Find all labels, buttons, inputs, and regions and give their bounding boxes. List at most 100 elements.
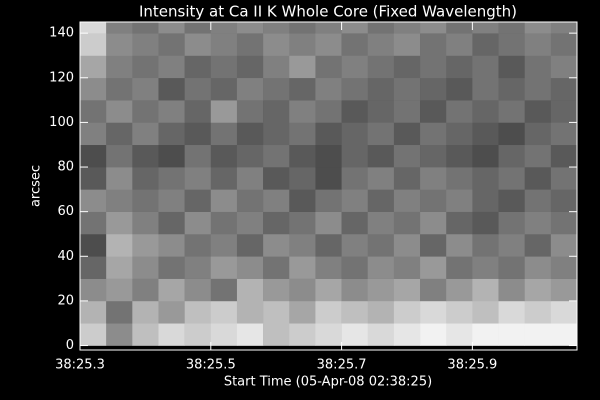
heatmap-cell xyxy=(367,55,395,79)
heatmap-cell xyxy=(393,122,421,146)
heatmap-cell xyxy=(550,167,578,190)
heatmap-cell xyxy=(393,256,421,279)
heatmap-cell xyxy=(132,33,159,56)
heatmap-cell xyxy=(132,189,159,212)
heatmap-cell xyxy=(263,77,290,101)
heatmap-cell xyxy=(184,33,212,56)
heatmap-cell xyxy=(80,122,107,146)
heatmap-cell xyxy=(367,211,395,235)
heatmap-cell xyxy=(550,22,578,34)
heatmap-cell xyxy=(210,256,238,279)
heatmap-cell xyxy=(184,144,212,168)
heatmap-cell xyxy=(420,300,447,324)
heatmap-cell xyxy=(367,278,395,302)
heatmap-cell xyxy=(184,256,212,279)
heatmap-cell xyxy=(289,167,316,190)
heatmap-cell xyxy=(367,167,395,190)
heatmap-cell xyxy=(367,100,395,123)
heatmap-cell xyxy=(367,233,395,257)
heatmap-cell xyxy=(158,189,185,212)
heatmap-cell xyxy=(236,300,264,324)
heatmap-cell xyxy=(236,33,264,56)
heatmap-cell xyxy=(498,22,525,34)
heatmap-cell xyxy=(446,77,473,101)
heatmap-cell xyxy=(106,33,133,56)
heatmap-cell xyxy=(393,189,421,212)
x-tick-label: 38:25.3 xyxy=(55,358,105,373)
heatmap-cell xyxy=(472,211,499,235)
heatmap-cell xyxy=(289,144,316,168)
heatmap-cell xyxy=(550,233,578,257)
heatmap-cell xyxy=(524,323,552,346)
heatmap-cell xyxy=(80,144,107,168)
heatmap-cell xyxy=(393,100,421,123)
heatmap-cell xyxy=(420,77,447,101)
heatmap-cell xyxy=(420,167,447,190)
heatmap-cell xyxy=(184,55,212,79)
heatmap-cell xyxy=(524,278,552,302)
heatmap-cell xyxy=(524,167,552,190)
heatmap-cell xyxy=(446,300,473,324)
heatmap-cell xyxy=(550,256,578,279)
heatmap-cell xyxy=(263,144,290,168)
heatmap-cell xyxy=(80,22,107,34)
heatmap-cell xyxy=(550,100,578,123)
heatmap-cell xyxy=(236,122,264,146)
heatmap-cell xyxy=(472,323,499,346)
y-tick-label: 60 xyxy=(57,204,74,219)
heatmap-cell xyxy=(341,300,369,324)
y-tick-label: 20 xyxy=(57,293,74,308)
heatmap-cell xyxy=(236,189,264,212)
heatmap-cell xyxy=(184,122,212,146)
heatmap-cell xyxy=(524,300,552,324)
heatmap-cell xyxy=(289,211,316,235)
heatmap-cell xyxy=(263,300,290,324)
heatmap-cell xyxy=(315,233,342,257)
heatmap-cell xyxy=(420,55,447,79)
heatmap-cell xyxy=(393,55,421,79)
heatmap-cell xyxy=(210,144,238,168)
heatmap-cell xyxy=(524,256,552,279)
heatmap-cell xyxy=(420,22,447,34)
heatmap-cell xyxy=(367,256,395,279)
heatmap-cell xyxy=(498,33,525,56)
heatmap-cell xyxy=(132,323,159,346)
heatmap-cell xyxy=(80,278,107,302)
heatmap-cell xyxy=(106,55,133,79)
heatmap-cell xyxy=(132,278,159,302)
heatmap-cell xyxy=(263,233,290,257)
heatmap-cell xyxy=(420,144,447,168)
heatmap-cell xyxy=(393,233,421,257)
heatmap-cell xyxy=(446,33,473,56)
heatmap-cell xyxy=(315,33,342,56)
heatmap-cell xyxy=(106,77,133,101)
heatmap-cell xyxy=(315,22,342,34)
heatmap-cell xyxy=(341,33,369,56)
heatmap-cell xyxy=(80,323,107,346)
x-tick-label: 38:25.9 xyxy=(447,358,497,373)
heatmap-cell xyxy=(341,22,369,34)
heatmap-cell xyxy=(472,256,499,279)
heatmap-cell xyxy=(106,233,133,257)
heatmap-cell xyxy=(446,211,473,235)
heatmap-cell xyxy=(80,167,107,190)
heatmap-cell xyxy=(158,167,185,190)
heatmap-cell xyxy=(210,189,238,212)
heatmap-cell xyxy=(472,55,499,79)
heatmap-cell xyxy=(263,323,290,346)
heatmap-cell xyxy=(524,33,552,56)
heatmap-cell xyxy=(315,323,342,346)
heatmap-cell xyxy=(289,77,316,101)
heatmap-cell xyxy=(106,278,133,302)
heatmap-cell xyxy=(210,323,238,346)
heatmap-cell xyxy=(393,144,421,168)
heatmap-cell xyxy=(210,55,238,79)
x-tick-label: 38:25.5 xyxy=(186,358,236,373)
heatmap-cell xyxy=(315,300,342,324)
heatmap-cell xyxy=(236,323,264,346)
heatmap-cell xyxy=(289,122,316,146)
heatmap-cell xyxy=(393,278,421,302)
heatmap-cell xyxy=(498,189,525,212)
